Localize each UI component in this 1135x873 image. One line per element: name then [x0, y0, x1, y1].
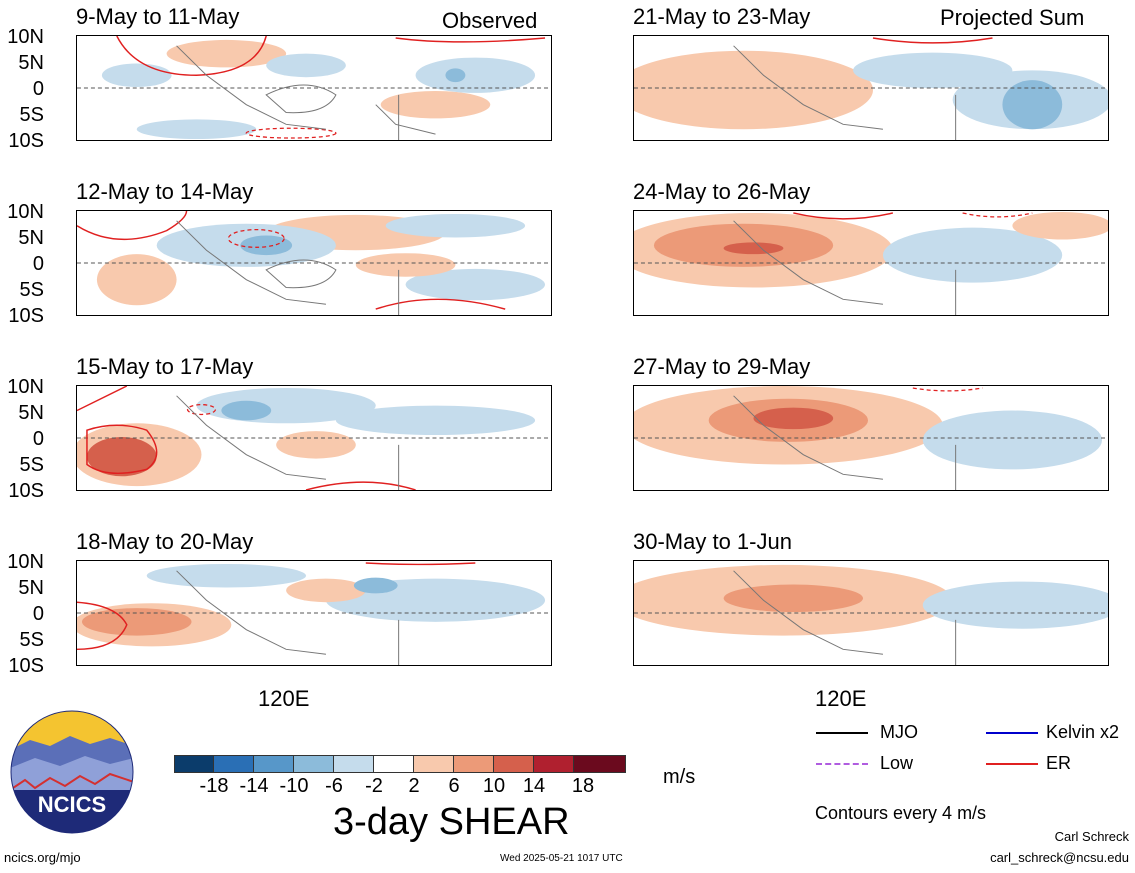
lat-label: 10S	[8, 130, 44, 152]
map-panel-7	[633, 385, 1109, 491]
lat-label: 5S	[19, 629, 44, 651]
colorbar-outline	[174, 755, 626, 773]
map-panel-8	[633, 560, 1109, 666]
lat-label: 10N	[7, 201, 44, 223]
footer-url[interactable]: ncics.org/mjo	[4, 850, 81, 865]
legend-kelvin-label: Kelvin x2	[1046, 722, 1120, 742]
map-panel-3	[76, 385, 552, 491]
colorbar-swatch	[214, 755, 254, 773]
lat-label: 5N	[18, 402, 44, 424]
colorbar-swatch	[454, 755, 494, 773]
lat-label: 10S	[8, 655, 44, 677]
lat-label: 5S	[19, 104, 44, 126]
map-panel-2	[76, 210, 552, 316]
legend-low-label: Low	[880, 753, 914, 773]
colorbar-tick: 10	[482, 775, 506, 797]
colorbar-tick: 18	[571, 775, 595, 797]
legend-kelvin-line	[986, 732, 1038, 734]
colorbar-tick: -6	[325, 775, 343, 797]
colorbar-swatch	[174, 755, 214, 773]
colorbar-tick: -2	[365, 775, 383, 797]
panel-title-6: 24-May to 26-May	[633, 179, 811, 204]
legend-mjo-label: MJO	[880, 722, 918, 742]
legend-er-label: ER	[1046, 753, 1072, 773]
panel-title-5: 21-May to 23-May	[633, 4, 811, 29]
lat-label: 5N	[18, 227, 44, 249]
lat-label: 0	[32, 428, 44, 450]
footer-author: Carl Schreck	[1054, 829, 1129, 844]
lat-label: 0	[32, 78, 44, 100]
lat-label: 10S	[8, 480, 44, 502]
colorbar-swatch	[334, 755, 374, 773]
colorbar-tick: -10	[279, 775, 309, 797]
colorbar-swatch	[294, 755, 334, 773]
lon-label: 120E	[815, 686, 867, 711]
colorbar-swatch	[374, 755, 414, 773]
logo-text: NCICS	[38, 792, 106, 817]
colorbar-tick: 2	[408, 775, 420, 797]
panel-title-2: 12-May to 14-May	[76, 179, 254, 204]
lon-label: 120E	[258, 686, 310, 711]
map-panel-1	[76, 35, 552, 141]
map-panel-5	[633, 35, 1109, 141]
lat-label: 10N	[7, 26, 44, 48]
colorbar-swatch	[574, 755, 626, 773]
lat-label: 0	[32, 253, 44, 275]
colorbar-swatch	[494, 755, 534, 773]
lat-label: 5N	[18, 577, 44, 599]
legend-low-line	[816, 763, 868, 765]
legend-mjo-line	[816, 732, 868, 734]
footer-timestamp: Wed 2025-05-21 1017 UTC	[500, 853, 623, 864]
chart-title: 3-day SHEAR	[333, 801, 570, 843]
lat-label: 10S	[8, 305, 44, 327]
colorbar-tick: -14	[239, 775, 269, 797]
ncics-logo: NCICS	[10, 710, 134, 834]
colorbar-swatch	[534, 755, 574, 773]
lat-label: 0	[32, 603, 44, 625]
colorbar-units: m/s	[663, 766, 696, 788]
projected-label: Projected Sum	[940, 5, 1085, 30]
colorbar-swatch	[414, 755, 454, 773]
footer-email[interactable]: carl_schreck@ncsu.edu	[990, 850, 1129, 865]
colorbar-tick: 6	[448, 775, 460, 797]
lat-label: 10N	[7, 376, 44, 398]
lat-label: 5N	[18, 52, 44, 74]
map-panel-4	[76, 560, 552, 666]
colorbar-swatch	[254, 755, 294, 773]
observed-label: Observed	[442, 8, 538, 33]
legend-er-line	[986, 763, 1038, 765]
panel-title-4: 18-May to 20-May	[76, 529, 254, 554]
panel-title-3: 15-May to 17-May	[76, 354, 254, 379]
contour-note: Contours every 4 m/s	[815, 803, 987, 823]
panel-title-1: 9-May to 11-May	[76, 4, 240, 29]
lat-label: 5S	[19, 454, 44, 476]
lat-label: 5S	[19, 279, 44, 301]
colorbar-tick: -18	[199, 775, 229, 797]
colorbar-tick: 14	[522, 775, 546, 797]
lat-label: 10N	[7, 551, 44, 573]
map-panel-6	[633, 210, 1109, 316]
panel-title-7: 27-May to 29-May	[633, 354, 811, 379]
panel-title-8: 30-May to 1-Jun	[633, 529, 792, 554]
